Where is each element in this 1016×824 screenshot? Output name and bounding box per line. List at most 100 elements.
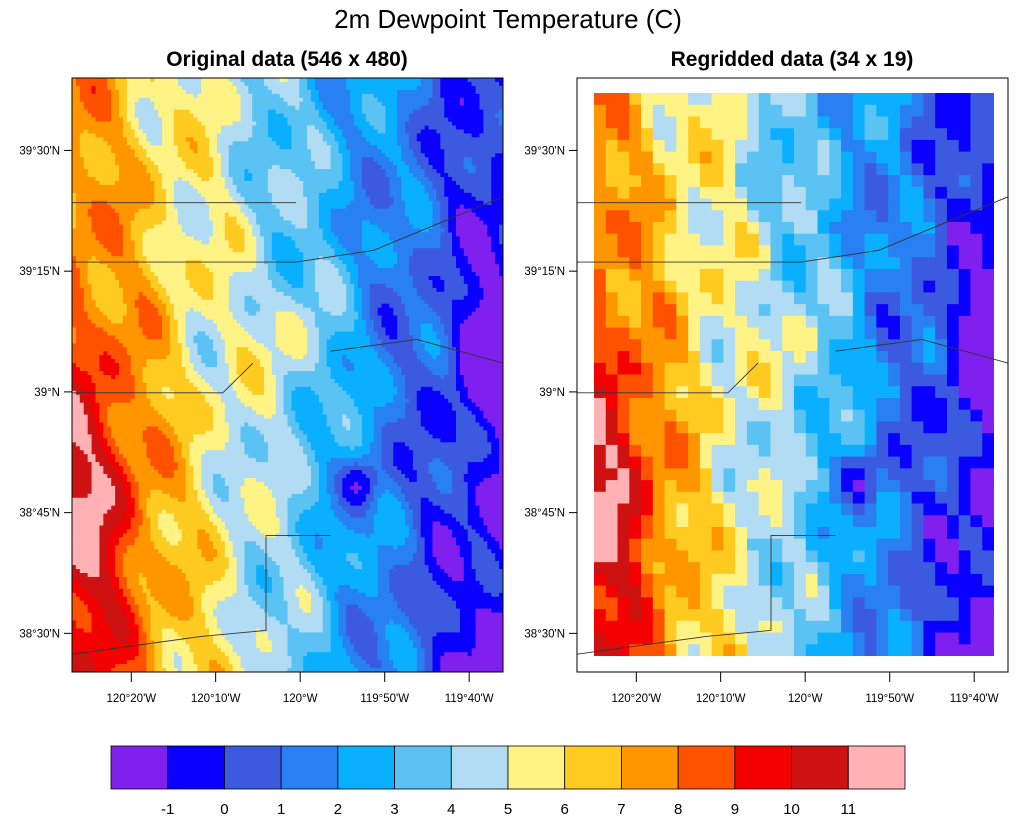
contour-cell bbox=[385, 89, 390, 95]
contour-cell bbox=[205, 188, 210, 194]
contour-cell bbox=[209, 236, 214, 241]
contour-cell bbox=[256, 208, 261, 214]
contour-cell bbox=[115, 125, 120, 131]
contour-cell bbox=[377, 153, 383, 158]
contour-cell bbox=[318, 188, 324, 194]
contour-cell bbox=[99, 165, 104, 170]
contour-cell bbox=[232, 240, 238, 245]
contour-cell bbox=[365, 125, 371, 131]
contour-cell bbox=[385, 184, 390, 190]
contour-cell bbox=[467, 101, 473, 107]
contour-cell bbox=[311, 101, 316, 107]
contour-cell bbox=[79, 97, 85, 103]
contour-cell bbox=[244, 85, 249, 91]
contour-cell bbox=[314, 117, 320, 123]
contour-cell bbox=[279, 184, 285, 190]
contour-cell bbox=[350, 105, 355, 111]
contour-cell bbox=[244, 173, 249, 178]
contour-cell bbox=[72, 196, 77, 202]
contour-cell bbox=[338, 244, 343, 249]
contour-cell bbox=[444, 232, 449, 237]
contour-cell bbox=[432, 153, 437, 158]
contour-cell bbox=[444, 224, 449, 230]
contour-cell bbox=[216, 133, 222, 138]
contour-cell bbox=[303, 244, 308, 249]
contour-cell bbox=[115, 244, 120, 249]
contour-cell bbox=[197, 78, 202, 83]
contour-cell bbox=[267, 78, 273, 83]
contour-cell bbox=[72, 184, 77, 190]
contour-cell bbox=[436, 97, 441, 103]
contour-cell bbox=[83, 81, 89, 87]
contour-cell bbox=[126, 93, 132, 99]
contour-cell bbox=[138, 165, 144, 170]
contour-cell bbox=[393, 129, 398, 135]
contour-cell bbox=[220, 220, 226, 226]
contour-cell bbox=[405, 177, 410, 182]
contour-cell bbox=[397, 133, 402, 138]
contour-cell bbox=[322, 137, 328, 142]
contour-cell bbox=[275, 248, 281, 253]
contour-cell bbox=[158, 149, 163, 154]
contour-cell bbox=[444, 208, 449, 214]
contour-cell bbox=[173, 252, 179, 257]
contour-cell bbox=[169, 169, 175, 174]
contour-cell bbox=[495, 137, 500, 142]
contour-cell bbox=[122, 240, 128, 245]
contour-cell bbox=[448, 89, 453, 95]
contour-cell bbox=[408, 169, 414, 174]
contour-cell bbox=[373, 149, 379, 154]
contour-cell bbox=[236, 109, 242, 115]
contour-cell bbox=[95, 252, 101, 257]
contour-cell bbox=[346, 117, 351, 123]
contour-cell bbox=[130, 145, 136, 150]
contour-cell bbox=[181, 109, 187, 115]
contour-cell bbox=[126, 137, 132, 142]
contour-cell bbox=[228, 240, 234, 245]
contour-cell bbox=[444, 196, 449, 202]
contour-cell bbox=[216, 157, 222, 162]
contour-cell bbox=[154, 165, 159, 170]
contour-cell bbox=[122, 153, 128, 158]
contour-cell bbox=[181, 157, 187, 162]
contour-cell bbox=[283, 78, 289, 83]
contour-cell bbox=[126, 153, 132, 158]
contour-cell bbox=[322, 78, 328, 83]
contour-cell bbox=[452, 141, 457, 146]
contour-cell bbox=[393, 236, 398, 241]
contour-cell bbox=[252, 196, 257, 202]
contour-cell bbox=[424, 93, 430, 99]
contour-cell bbox=[271, 220, 277, 226]
contour-cell bbox=[99, 141, 104, 146]
contour-cell bbox=[487, 161, 492, 166]
contour-cell bbox=[150, 224, 155, 230]
contour-cell bbox=[275, 184, 281, 190]
contour-cell bbox=[483, 121, 488, 127]
contour-cell bbox=[299, 200, 304, 206]
contour-cell bbox=[444, 81, 449, 87]
contour-cell bbox=[279, 157, 285, 162]
contour-cell bbox=[72, 105, 77, 111]
contour-cell bbox=[334, 113, 340, 119]
contour-cell bbox=[432, 161, 437, 166]
contour-cell bbox=[283, 180, 289, 186]
contour-cell bbox=[389, 236, 394, 241]
contour-cell bbox=[146, 232, 151, 237]
contour-cell bbox=[330, 248, 336, 253]
contour-cell bbox=[213, 212, 218, 218]
contour-cell bbox=[209, 145, 214, 150]
contour-cell bbox=[354, 248, 359, 253]
contour-cell bbox=[111, 85, 116, 91]
contour-cell bbox=[495, 129, 500, 135]
contour-cell bbox=[162, 188, 167, 194]
contour-cell bbox=[275, 129, 281, 135]
contour-cell bbox=[452, 93, 457, 99]
contour-cell bbox=[330, 85, 336, 91]
contour-cell bbox=[275, 236, 281, 241]
contour-cell bbox=[103, 81, 108, 87]
contour-cell bbox=[381, 78, 387, 83]
contour-cell bbox=[401, 109, 406, 115]
contour-cell bbox=[330, 204, 336, 210]
contour-cell bbox=[248, 212, 253, 218]
contour-cell bbox=[197, 141, 202, 146]
